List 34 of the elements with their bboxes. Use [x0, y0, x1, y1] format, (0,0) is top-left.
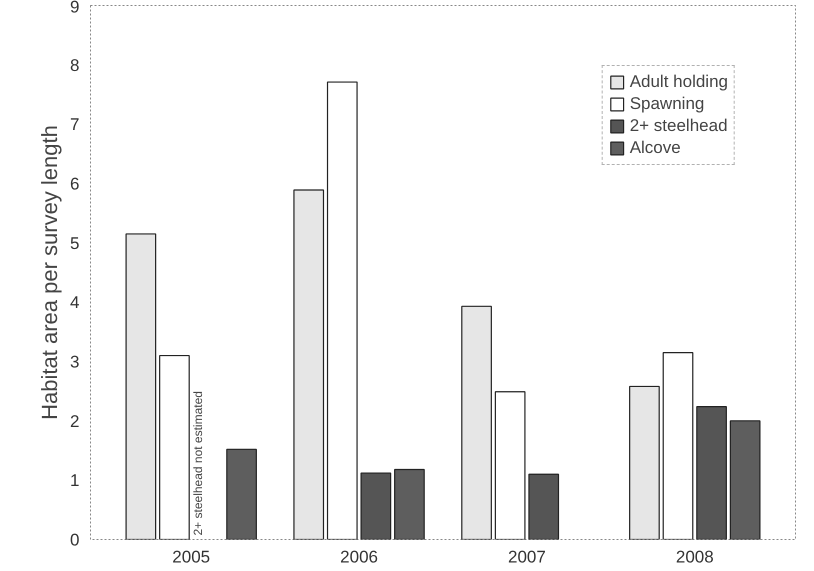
bar	[494, 391, 526, 540]
bar	[226, 448, 257, 540]
y-tick-label: 5	[70, 234, 80, 253]
y-tick-label: 9	[70, 0, 80, 16]
y-tick-label: 6	[70, 174, 80, 194]
bar	[528, 474, 560, 540]
bar	[159, 354, 190, 540]
x-tick-label: 2008	[676, 548, 714, 566]
legend-label: Alcove	[630, 138, 681, 158]
bar	[662, 352, 694, 540]
y-tick-label: 8	[70, 56, 80, 75]
bar	[730, 420, 761, 540]
bar	[629, 386, 660, 540]
bar	[394, 468, 425, 540]
bar	[293, 189, 324, 540]
bar	[360, 472, 392, 540]
y-tick-label: 4	[70, 293, 80, 312]
legend-label: 2+ steelhead	[630, 116, 728, 136]
bar	[326, 81, 358, 540]
legend-label: Spawning	[630, 94, 704, 114]
x-tick-label: 2006	[340, 548, 378, 566]
y-tick-label: 7	[70, 115, 80, 134]
bar	[461, 306, 492, 540]
y-tick-label: 3	[70, 352, 80, 372]
y-tick-label: 0	[70, 530, 80, 550]
x-tick-label: 2007	[508, 548, 546, 566]
y-axis-title: Habitat area per survey length	[37, 125, 62, 420]
bar	[125, 233, 156, 540]
bar	[696, 406, 727, 540]
legend-label: Adult holding	[630, 72, 728, 92]
annotation: 2+ steelhead not estimated	[191, 391, 206, 536]
y-tick-label: 2	[70, 412, 80, 431]
y-tick-label: 1	[70, 471, 80, 490]
x-tick-label: 2005	[172, 548, 210, 566]
